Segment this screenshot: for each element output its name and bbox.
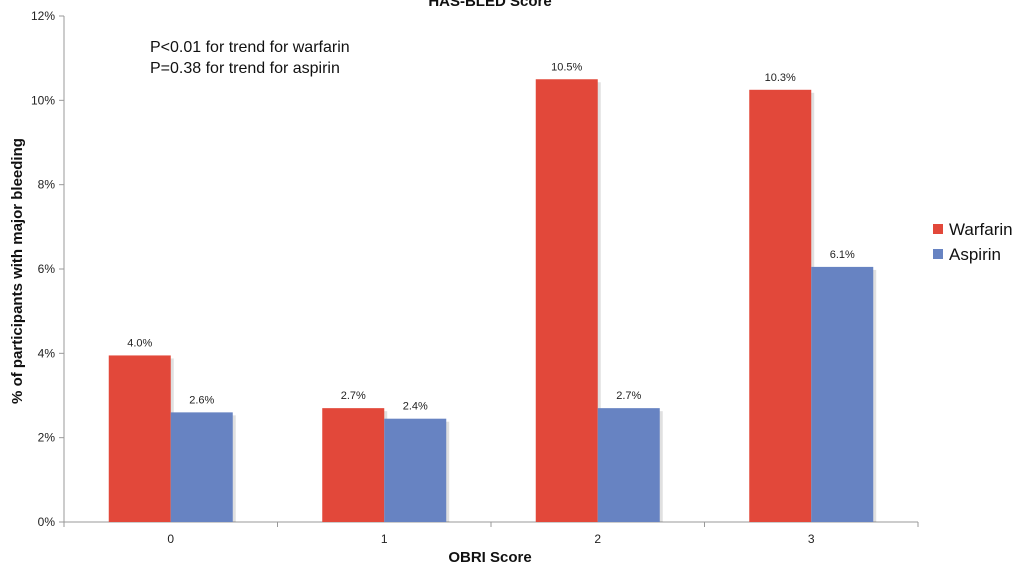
- data-label: 6.1%: [830, 249, 855, 261]
- bar-aspirin-2: [597, 408, 660, 522]
- data-label: 10.5%: [551, 61, 582, 73]
- legend: Warfarin Aspirin: [933, 220, 1013, 264]
- data-label: 4.0%: [127, 337, 152, 349]
- bar-warfarin-3: [749, 89, 812, 523]
- annotation-warfarin-trend: P<0.01 for trend for warfarin: [150, 39, 350, 56]
- legend-label-warfarin: Warfarin: [949, 220, 1013, 239]
- y-tick-label: 0%: [38, 515, 56, 529]
- data-label: 2.4%: [403, 401, 428, 413]
- bar-warfarin-1: [322, 408, 385, 522]
- bar-warfarin-2: [535, 79, 598, 522]
- bar-aspirin-0: [170, 412, 233, 522]
- y-tick-label: 2%: [38, 431, 56, 445]
- y-axis: 0% 2% 4% 6% 8% 10% 12%: [31, 9, 65, 529]
- data-label: 2.7%: [616, 390, 641, 402]
- legend-swatch-warfarin: [933, 224, 943, 234]
- y-tick-label: 4%: [38, 346, 56, 360]
- x-axis: 0 1 2 3: [63, 521, 919, 546]
- x-tick-label: 3: [808, 532, 815, 546]
- legend-swatch-aspirin: [933, 249, 943, 259]
- annotation-aspirin-trend: P=0.38 for trend for aspirin: [150, 60, 340, 77]
- x-axis-title: OBRI Score: [448, 549, 531, 566]
- legend-label-aspirin: Aspirin: [949, 245, 1001, 264]
- x-tick-label: 0: [167, 532, 174, 546]
- x-tick-label: 1: [381, 532, 388, 546]
- bar-warfarin-0: [108, 355, 171, 522]
- data-label: 2.6%: [189, 394, 214, 406]
- y-tick-label: 12%: [31, 9, 55, 23]
- y-axis-title: % of participants with major bleeding: [9, 138, 26, 404]
- y-tick-label: 6%: [38, 262, 56, 276]
- bars: [108, 79, 877, 523]
- bar-aspirin-3: [811, 266, 874, 522]
- data-label: 10.3%: [765, 72, 796, 84]
- y-tick-label: 8%: [38, 178, 56, 192]
- data-labels: 4.0% 2.7% 10.5% 10.3% 2.6% 2.4% 2.7% 6.1%: [127, 61, 855, 412]
- x-tick-label: 2: [594, 532, 601, 546]
- bar-aspirin-1: [384, 418, 447, 522]
- chart-title: HAS-BLED Score: [428, 0, 551, 10]
- y-tick-label: 10%: [31, 93, 55, 107]
- data-label: 2.7%: [341, 390, 366, 402]
